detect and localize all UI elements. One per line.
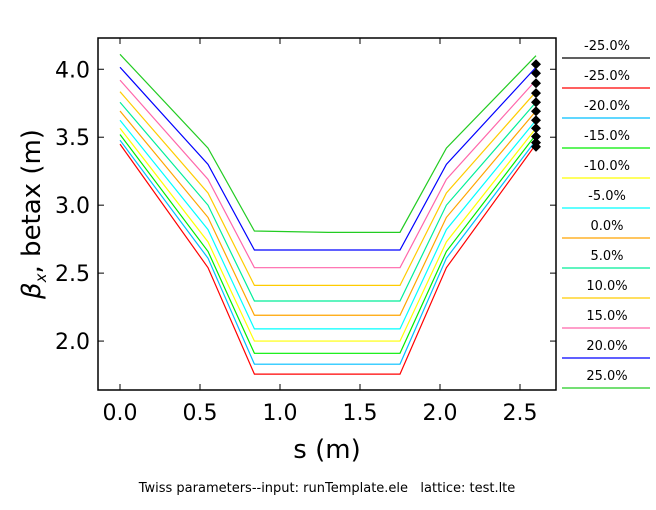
- plot-frame: [97, 37, 557, 391]
- x-tick-label: 2.5: [503, 401, 538, 426]
- series-line: [119, 127, 537, 342]
- legend-label: -20.0%: [584, 99, 630, 114]
- data-marker: [531, 78, 541, 89]
- series-line: [119, 101, 537, 302]
- data-marker: [531, 115, 541, 126]
- axis-ticks: 0.0 0.5 1.0 1.5 2.0 2.5 2.0 2.5 3.0 3.5 4.0: [55, 38, 556, 426]
- data-marker: [531, 88, 541, 99]
- data-marker: [531, 59, 541, 70]
- legend-label: 10.0%: [586, 279, 627, 294]
- y-tick-label: 3.5: [55, 126, 90, 151]
- x-tick-label: 1.0: [263, 401, 298, 426]
- series-line: [119, 143, 537, 375]
- data-marker: [531, 68, 541, 79]
- y-label-subscript: x: [32, 273, 50, 283]
- legend-label: -15.0%: [584, 129, 630, 144]
- legend-label: 0.0%: [590, 219, 623, 234]
- legend: -25.0% -25.0% -20.0% -15.0% -10.0% -5.0% 0.0% 5…: [562, 39, 650, 389]
- data-marker: [531, 97, 541, 108]
- footer-caption: Twiss parameters--input: runTemplate.ele…: [138, 481, 516, 496]
- series-line: [119, 139, 537, 365]
- legend-label: 5.0%: [590, 249, 623, 264]
- series-line: [119, 66, 537, 251]
- legend-label: 15.0%: [586, 309, 627, 324]
- data-marker: [531, 123, 541, 134]
- y-axis-label: βx, betax (m): [17, 129, 50, 300]
- legend-label: -5.0%: [588, 189, 626, 204]
- series-line: [119, 110, 537, 316]
- series-line: [119, 134, 537, 354]
- x-tick-label: 1.5: [343, 401, 378, 426]
- y-label-text: , betax (m): [17, 129, 47, 273]
- legend-label: 25.0%: [586, 369, 627, 384]
- series-line: [119, 53, 537, 233]
- x-tick-label: 0.5: [183, 401, 218, 426]
- series-line: [119, 79, 537, 269]
- data-marker: [531, 141, 541, 152]
- x-tick-label: 2.0: [423, 401, 458, 426]
- series-line: [119, 119, 537, 330]
- data-marker: [531, 131, 541, 142]
- x-tick-label: 0.0: [103, 401, 138, 426]
- legend-label: -25.0%: [584, 69, 630, 84]
- data-marker: [531, 106, 541, 117]
- series-lines: [119, 53, 541, 375]
- series-line: [119, 91, 537, 286]
- y-tick-label: 3.0: [55, 194, 90, 219]
- y-label-symbol: β: [17, 282, 47, 300]
- x-axis-label: s (m): [293, 435, 360, 465]
- legend-label: -25.0%: [584, 39, 630, 54]
- legend-label: -10.0%: [584, 159, 630, 174]
- legend-label: 20.0%: [586, 339, 627, 354]
- y-tick-label: 2.0: [55, 330, 90, 355]
- y-tick-label: 2.5: [55, 262, 90, 287]
- y-tick-label: 4.0: [55, 58, 90, 83]
